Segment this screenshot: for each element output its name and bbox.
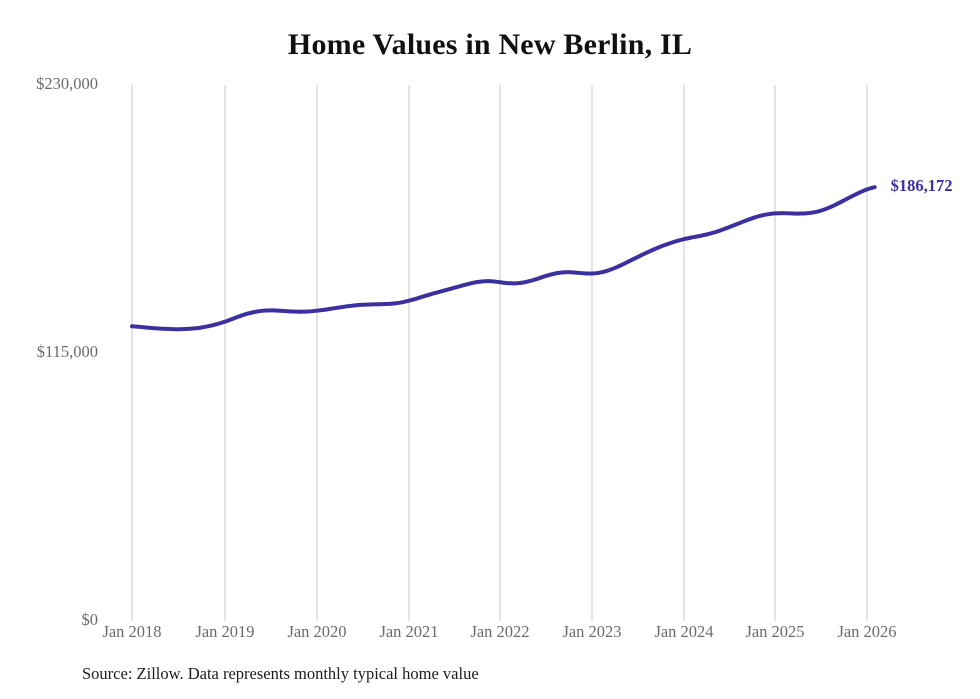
x-axis-tick-jan-2022: Jan 2022 xyxy=(470,622,530,641)
x-axis-tick-jan-2020: Jan 2020 xyxy=(287,622,347,641)
x-axis-tick-jan-2021: Jan 2021 xyxy=(379,622,439,641)
line-series-typical-home-value xyxy=(130,185,877,332)
gridlines xyxy=(131,85,868,621)
chart-title: Home Values in New Berlin, IL xyxy=(287,28,693,61)
x-axis-tick-jan-2025: Jan 2025 xyxy=(745,622,805,641)
x-axis-tick-jan-2023: Jan 2023 xyxy=(562,622,622,641)
source-note: Source: Zillow. Data represents monthly … xyxy=(82,664,479,683)
x-axis-tick-jan-2019: Jan 2019 xyxy=(195,622,255,641)
x-axis-tick-jan-2026: Jan 2026 xyxy=(837,622,897,641)
y-axis-tick-label-mid: $115,000 xyxy=(36,342,98,361)
y-axis-tick-label-top: $230,000 xyxy=(36,74,98,93)
x-axis-tick-jan-2024: Jan 2024 xyxy=(654,622,714,641)
end-value-annotation: $186,172 xyxy=(890,176,953,196)
x-axis-tick-jan-2018: Jan 2018 xyxy=(102,622,162,641)
y-axis-tick-label-zero: $0 xyxy=(81,610,99,629)
